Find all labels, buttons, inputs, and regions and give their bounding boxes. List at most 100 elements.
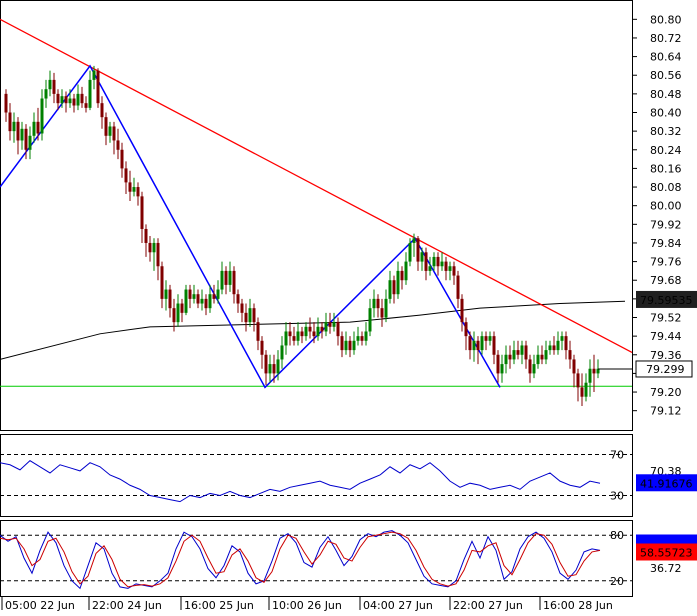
- bull-candle: [88, 79, 92, 108]
- price-tick-label: 79.76: [650, 256, 682, 269]
- bull-candle: [364, 331, 368, 341]
- bull-candle: [344, 340, 348, 351]
- bull-candle: [472, 340, 476, 351]
- price-tick-label: 80.72: [650, 32, 682, 45]
- bear-candle: [524, 345, 528, 360]
- price-tick-label: 80.32: [650, 125, 682, 138]
- bull-candle: [596, 368, 600, 374]
- bear-candle: [112, 126, 116, 141]
- bear-candle: [212, 294, 216, 299]
- bull-candle: [500, 364, 504, 374]
- bull-candle: [368, 308, 372, 332]
- bear-candle: [564, 336, 568, 351]
- rsi-level-label: 70: [610, 449, 624, 462]
- stoch-axis-label: 36.72: [650, 562, 682, 575]
- bear-candle: [100, 103, 104, 118]
- bear-candle: [56, 93, 60, 104]
- rsi-panel-frame: [0, 434, 633, 517]
- bear-candle: [452, 266, 456, 276]
- bull-candle: [512, 350, 516, 360]
- bull-candle: [296, 331, 300, 341]
- bear-candle: [4, 93, 8, 113]
- bear-candle: [292, 336, 296, 341]
- bear-candle: [188, 289, 192, 299]
- price-tick-label: 79.92: [650, 218, 682, 231]
- bull-candle: [532, 364, 536, 374]
- bear-candle: [272, 364, 276, 374]
- stoch-level-label: 20: [610, 575, 624, 588]
- price-tick-label: 79.20: [650, 386, 682, 399]
- bear-candle: [308, 326, 312, 332]
- bull-candle: [108, 126, 112, 136]
- price-tick-label: 79.44: [650, 330, 682, 343]
- bear-candle: [528, 359, 532, 374]
- current-price-label: 79.299: [646, 363, 685, 376]
- bull-candle: [544, 350, 548, 360]
- bull-candle: [404, 261, 408, 281]
- bear-candle: [148, 242, 152, 253]
- bear-candle: [64, 96, 68, 104]
- bear-candle: [476, 340, 480, 351]
- bull-candle: [428, 266, 432, 271]
- bear-candle: [328, 322, 332, 327]
- rsi-value-badge: [636, 474, 697, 492]
- bear-candle: [144, 228, 148, 243]
- price-tick-label: 80.48: [650, 88, 682, 101]
- price-tick-label: 80.24: [650, 144, 682, 157]
- bull-candle: [164, 289, 168, 299]
- ma-value-label: 79.59535: [640, 294, 693, 307]
- bear-candle: [312, 331, 316, 337]
- bear-candle: [592, 368, 596, 374]
- bull-candle: [220, 270, 224, 290]
- bear-candle: [320, 326, 324, 332]
- bear-candle: [128, 182, 132, 192]
- bear-candle: [460, 298, 464, 323]
- bear-candle: [232, 270, 236, 295]
- bull-candle: [28, 135, 32, 150]
- price-tick-label: 79.52: [650, 312, 682, 325]
- stoch-k-line: [0, 530, 601, 590]
- bull-candle: [40, 98, 44, 134]
- price-panel-frame: [0, 0, 633, 431]
- bull-candle: [520, 345, 524, 355]
- stoch-value-label: 58.55723: [640, 546, 693, 559]
- bull-candle: [332, 322, 336, 327]
- bear-candle: [416, 238, 420, 262]
- bear-candle: [464, 322, 468, 337]
- bear-candle: [124, 168, 128, 183]
- bull-candle: [560, 336, 564, 341]
- stoch-k-badge: [636, 534, 697, 544]
- bear-candle: [172, 308, 176, 323]
- bear-candle: [580, 387, 584, 397]
- bear-candle: [392, 280, 396, 295]
- bull-candle: [248, 308, 252, 323]
- price-tick-label: 80.40: [650, 107, 682, 120]
- price-tick-label: 80.00: [650, 200, 682, 213]
- bear-candle: [252, 308, 256, 323]
- time-axis-label: 22:00 24 Jun: [92, 599, 162, 612]
- bull-candle: [132, 187, 136, 192]
- bull-candle: [68, 98, 72, 104]
- bull-candle: [276, 359, 280, 374]
- bull-candle: [60, 96, 64, 104]
- bull-candle: [408, 242, 412, 262]
- bear-candle: [52, 79, 56, 94]
- bull-candle: [20, 128, 24, 141]
- bull-candle: [284, 331, 288, 346]
- bull-candle: [216, 289, 220, 299]
- bull-candle: [432, 256, 436, 267]
- bear-candle: [180, 303, 184, 313]
- bull-candle: [48, 79, 52, 90]
- bull-candle: [584, 382, 588, 397]
- bull-candle: [304, 326, 308, 337]
- bear-candle: [340, 336, 344, 351]
- bull-candle: [548, 345, 552, 351]
- bear-candle: [484, 336, 488, 341]
- bear-candle: [444, 261, 448, 271]
- bull-candle: [228, 270, 232, 285]
- bull-candle: [316, 326, 320, 337]
- bull-candle: [384, 298, 388, 318]
- bear-candle: [36, 121, 40, 134]
- bull-candle: [176, 303, 180, 323]
